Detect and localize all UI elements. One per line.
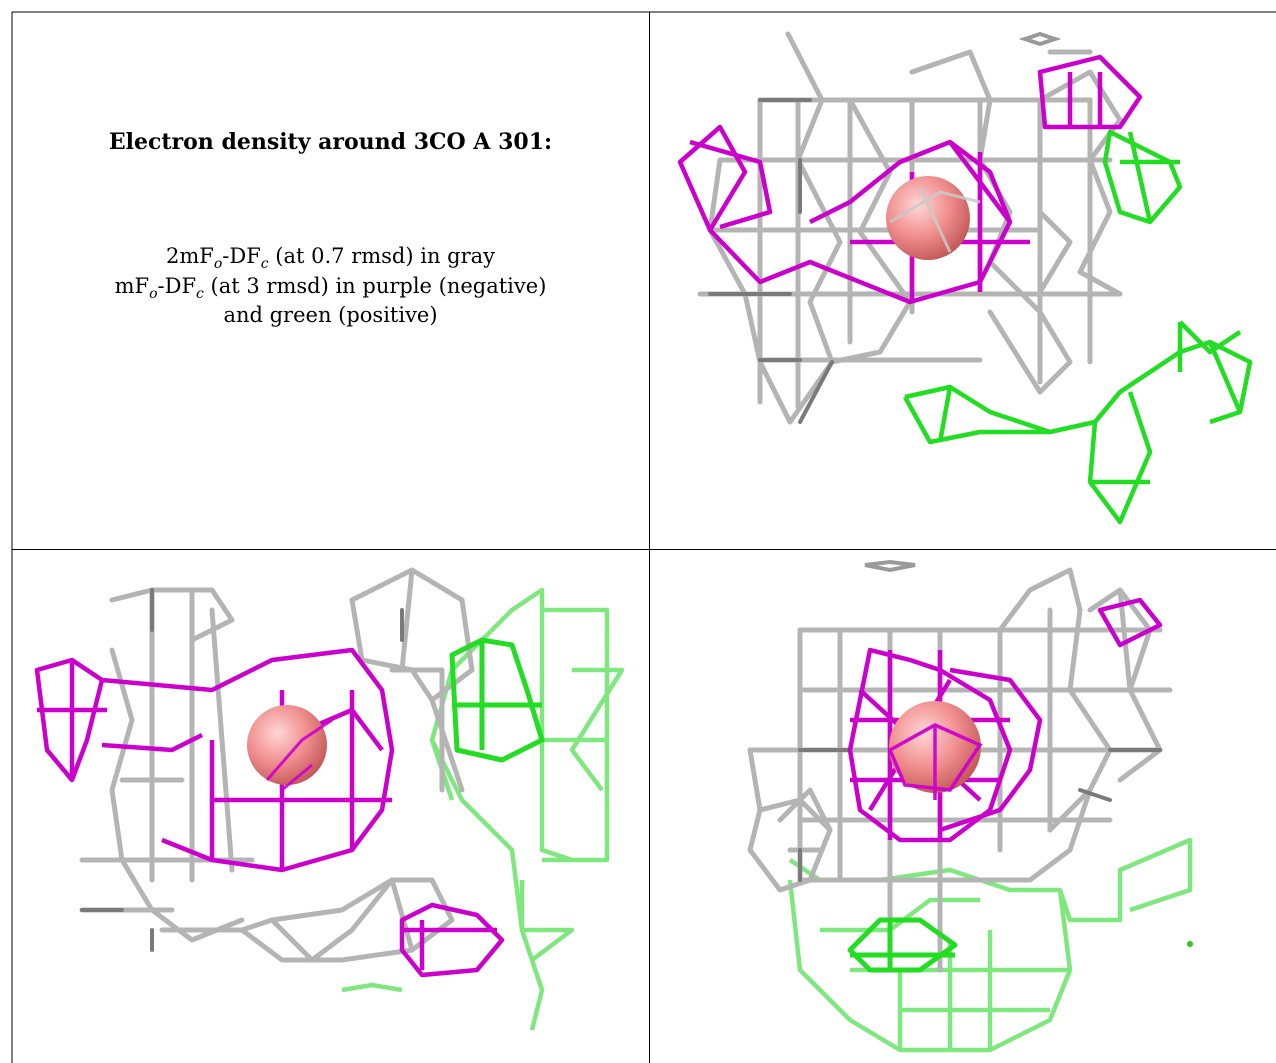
light-green-mesh xyxy=(787,837,1193,1053)
green-blip xyxy=(1187,941,1193,947)
gray-blip xyxy=(864,559,916,573)
green-mesh xyxy=(903,129,1253,525)
caption-title: Electron density around 3CO A 301: xyxy=(108,129,553,155)
purple-mesh xyxy=(847,597,1163,843)
density-view-2 xyxy=(12,550,649,1063)
green-mesh xyxy=(847,917,958,973)
cobalt-atom xyxy=(886,176,970,260)
caption-line-fo-fc: mFo-DFc (at 3 rmsd) in purple (negative) xyxy=(114,274,547,303)
green-mesh xyxy=(449,637,545,763)
density-render-2 xyxy=(34,567,625,1031)
gray-mesh-dark xyxy=(708,98,834,424)
cobalt-atom xyxy=(247,705,327,785)
gray-mesh-dark xyxy=(798,748,1162,882)
density-view-1 xyxy=(650,12,1276,549)
caption-line-2fo-fc: 2mFo-DFc (at 0.7 rmsd) in gray xyxy=(165,244,496,273)
density-view-3 xyxy=(650,550,1276,1063)
gray-blip xyxy=(1018,31,1062,47)
purple-mesh xyxy=(677,54,1143,305)
density-render-3 xyxy=(747,559,1193,1053)
density-render-1 xyxy=(677,31,1253,525)
light-green-mesh xyxy=(341,587,625,1031)
caption: Electron density around 3CO A 301: 2mFo-… xyxy=(12,12,649,549)
caption-line-green: and green (positive) xyxy=(223,303,438,327)
caption-cell: Electron density around 3CO A 301: 2mFo-… xyxy=(12,12,649,549)
gray-mesh-dark xyxy=(80,588,404,952)
